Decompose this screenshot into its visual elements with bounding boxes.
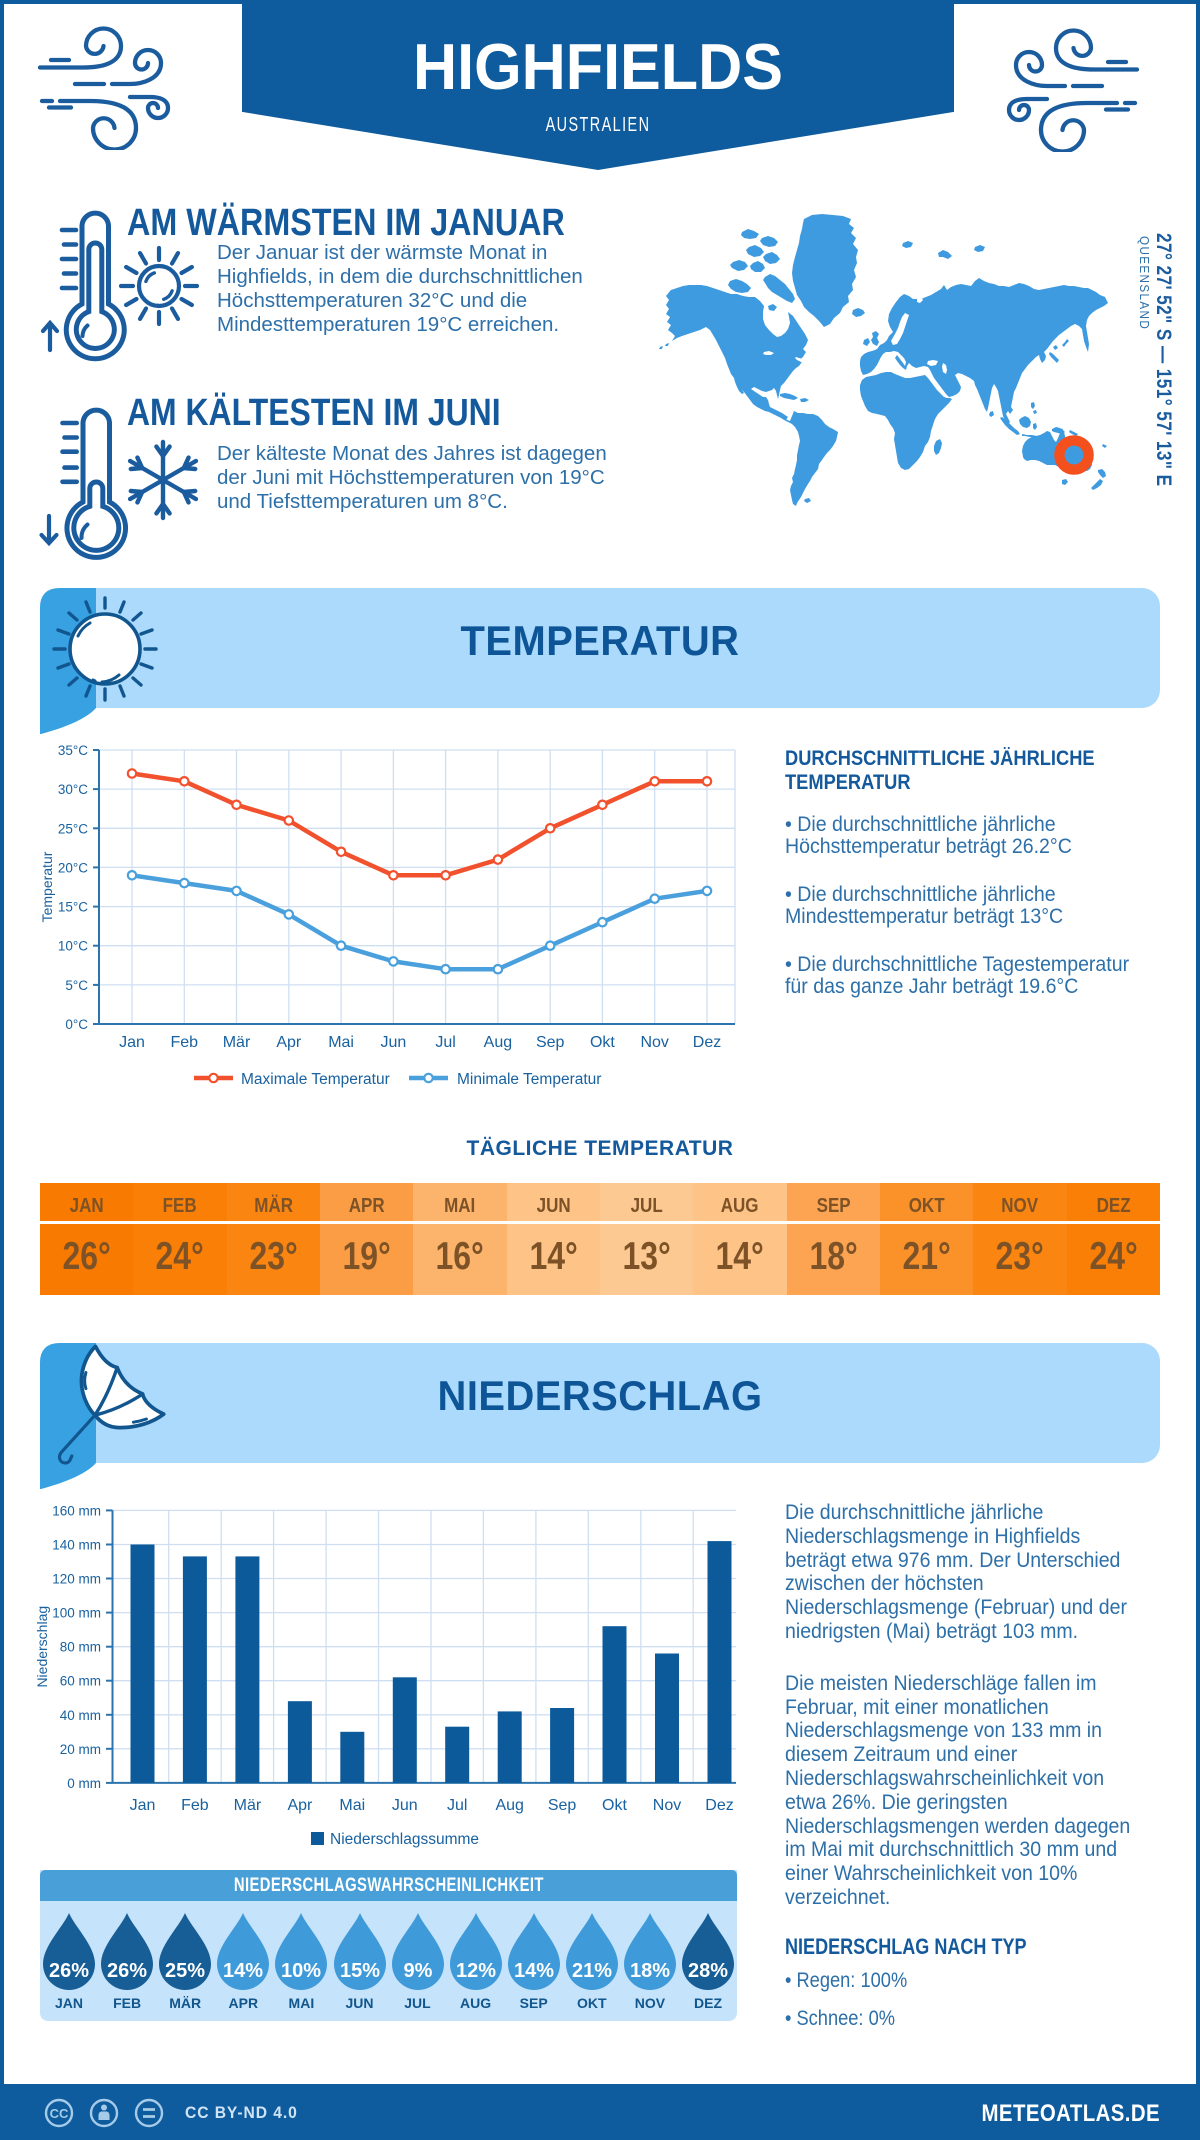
- svg-text:Feb: Feb: [171, 1034, 199, 1051]
- svg-text:9%: 9%: [403, 1960, 432, 1982]
- svg-text:Temperatur: Temperatur: [39, 851, 55, 922]
- svg-text:Apr: Apr: [276, 1034, 302, 1051]
- svg-text:Jan: Jan: [119, 1034, 145, 1051]
- svg-text:Mai: Mai: [339, 1797, 365, 1814]
- svg-text:26%: 26%: [107, 1960, 147, 1982]
- svg-text:120 mm: 120 mm: [52, 1572, 101, 1587]
- svg-text:Nov: Nov: [640, 1034, 668, 1051]
- svg-text:CC: CC: [50, 2106, 69, 2121]
- svg-text:Mai: Mai: [328, 1034, 354, 1051]
- svg-text:40 mm: 40 mm: [60, 1708, 101, 1723]
- svg-text:Minimale Temperatur: Minimale Temperatur: [457, 1071, 601, 1088]
- svg-text:18%: 18%: [630, 1960, 670, 1982]
- svg-text:30°C: 30°C: [58, 782, 88, 797]
- svg-text:20°C: 20°C: [58, 860, 88, 875]
- svg-text:21%: 21%: [572, 1960, 612, 1982]
- svg-text:26%: 26%: [49, 1960, 89, 1982]
- svg-text:15°C: 15°C: [58, 900, 88, 915]
- svg-text:20 mm: 20 mm: [60, 1742, 101, 1757]
- svg-text:5°C: 5°C: [65, 978, 88, 993]
- svg-text:Sep: Sep: [536, 1034, 565, 1051]
- svg-text:Jun: Jun: [392, 1797, 418, 1814]
- svg-text:25%: 25%: [165, 1960, 205, 1982]
- svg-text:10%: 10%: [281, 1960, 321, 1982]
- svg-text:Jul: Jul: [435, 1034, 455, 1051]
- svg-text:28%: 28%: [688, 1960, 728, 1982]
- svg-text:10°C: 10°C: [58, 939, 88, 954]
- svg-text:60 mm: 60 mm: [60, 1674, 101, 1689]
- svg-text:Mär: Mär: [234, 1797, 262, 1814]
- svg-text:Sep: Sep: [548, 1797, 577, 1814]
- svg-text:25°C: 25°C: [58, 821, 88, 836]
- svg-text:140 mm: 140 mm: [52, 1538, 101, 1553]
- svg-text:14%: 14%: [514, 1960, 554, 1982]
- svg-text:Nov: Nov: [653, 1797, 681, 1814]
- svg-text:15%: 15%: [339, 1960, 379, 1982]
- svg-text:100 mm: 100 mm: [52, 1606, 101, 1621]
- svg-text:Mär: Mär: [223, 1034, 251, 1051]
- svg-text:12%: 12%: [456, 1960, 496, 1982]
- svg-text:Niederschlagssumme: Niederschlagssumme: [330, 1831, 479, 1848]
- svg-text:160 mm: 160 mm: [52, 1503, 101, 1518]
- svg-text:0 mm: 0 mm: [67, 1776, 101, 1791]
- svg-text:Aug: Aug: [484, 1034, 512, 1051]
- svg-text:Apr: Apr: [287, 1797, 313, 1814]
- svg-text:Jan: Jan: [130, 1797, 156, 1814]
- svg-text:Dez: Dez: [693, 1034, 721, 1051]
- svg-text:Feb: Feb: [181, 1797, 209, 1814]
- svg-text:14%: 14%: [223, 1960, 263, 1982]
- svg-text:Maximale Temperatur: Maximale Temperatur: [241, 1071, 390, 1088]
- svg-text:35°C: 35°C: [58, 743, 88, 758]
- svg-text:Niederschlag: Niederschlag: [34, 1606, 50, 1688]
- svg-text:Dez: Dez: [705, 1797, 733, 1814]
- svg-text:Jun: Jun: [381, 1034, 407, 1051]
- svg-text:80 mm: 80 mm: [60, 1640, 101, 1655]
- svg-text:Aug: Aug: [495, 1797, 523, 1814]
- svg-text:0°C: 0°C: [65, 1017, 88, 1032]
- svg-text:Okt: Okt: [590, 1034, 615, 1051]
- svg-text:Okt: Okt: [602, 1797, 627, 1814]
- svg-text:Jul: Jul: [447, 1797, 467, 1814]
